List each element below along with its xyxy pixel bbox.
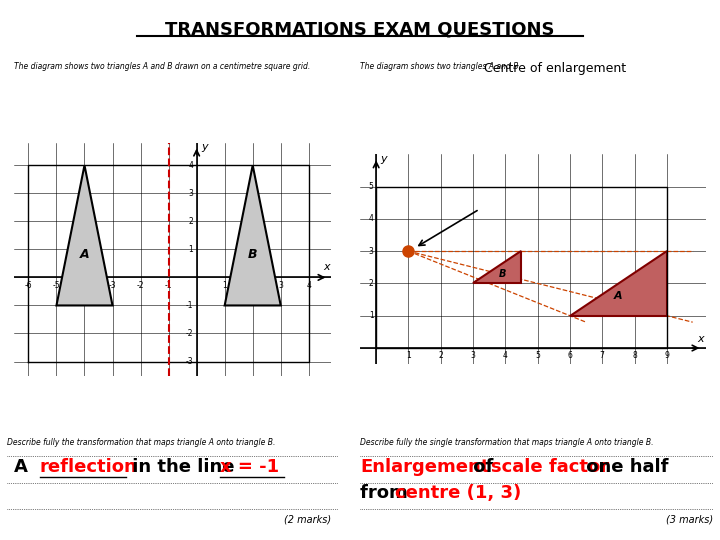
Text: Centre of enlargement: Centre of enlargement [485, 62, 626, 75]
Text: x = -1: x = -1 [220, 458, 279, 476]
Text: in the line: in the line [126, 458, 240, 476]
Polygon shape [473, 251, 521, 284]
Text: y: y [380, 154, 387, 164]
Text: scale factor: scale factor [491, 458, 609, 476]
Polygon shape [570, 251, 667, 316]
Text: 4: 4 [503, 350, 508, 360]
Text: 3: 3 [369, 247, 374, 255]
Text: -1: -1 [186, 301, 193, 310]
Text: 7: 7 [600, 350, 605, 360]
Text: 8: 8 [632, 350, 637, 360]
Text: 2: 2 [251, 281, 255, 290]
Text: from: from [360, 484, 414, 502]
Text: Describe fully the transformation that maps triangle A onto triangle B.: Describe fully the transformation that m… [7, 437, 276, 447]
Text: y: y [201, 142, 207, 152]
Text: 3: 3 [279, 281, 283, 290]
Text: (3 marks): (3 marks) [666, 515, 713, 525]
Text: The diagram shows two triangles A and B.: The diagram shows two triangles A and B. [360, 62, 521, 71]
Text: -6: -6 [24, 281, 32, 290]
Text: The diagram shows two triangles A and B drawn on a centimetre square grid.: The diagram shows two triangles A and B … [14, 62, 310, 71]
Polygon shape [225, 165, 281, 306]
Text: 3: 3 [471, 350, 475, 360]
Text: 6: 6 [567, 350, 572, 360]
Text: x: x [324, 262, 330, 272]
Text: A: A [80, 248, 89, 261]
Text: 1: 1 [189, 245, 193, 254]
Text: -1: -1 [165, 281, 172, 290]
Polygon shape [56, 165, 112, 306]
Text: B: B [248, 248, 258, 261]
Text: TRANSFORMATIONS EXAM QUESTIONS: TRANSFORMATIONS EXAM QUESTIONS [166, 21, 554, 38]
Text: centre (1, 3): centre (1, 3) [395, 484, 521, 502]
Text: A: A [614, 292, 623, 301]
Text: -5: -5 [53, 281, 60, 290]
Text: 1: 1 [222, 281, 227, 290]
Text: A: A [14, 458, 35, 476]
Text: 1: 1 [369, 311, 374, 320]
Text: -3: -3 [186, 357, 193, 366]
Text: -3: -3 [109, 281, 117, 290]
Text: of: of [467, 458, 499, 476]
Text: 1: 1 [406, 350, 411, 360]
Text: 4: 4 [369, 214, 374, 224]
Text: 4: 4 [306, 281, 311, 290]
Text: B: B [498, 269, 506, 279]
Text: Describe fully the single transformation that maps triangle A onto triangle B.: Describe fully the single transformation… [360, 437, 654, 447]
Text: 4: 4 [189, 161, 193, 170]
Text: 5: 5 [369, 182, 374, 191]
Text: 2: 2 [189, 217, 193, 226]
Text: (2 marks): (2 marks) [284, 515, 331, 525]
Text: -4: -4 [81, 281, 89, 290]
Text: -2: -2 [137, 281, 144, 290]
Text: 3: 3 [189, 189, 193, 198]
Text: 5: 5 [535, 350, 540, 360]
Text: -2: -2 [186, 329, 193, 338]
Text: x: x [698, 334, 704, 344]
Text: 2: 2 [438, 350, 443, 360]
Text: 9: 9 [665, 350, 670, 360]
Text: 2: 2 [369, 279, 374, 288]
Text: one half: one half [580, 458, 668, 476]
Text: reflection: reflection [40, 458, 138, 476]
Text: Enlargement: Enlargement [360, 458, 490, 476]
